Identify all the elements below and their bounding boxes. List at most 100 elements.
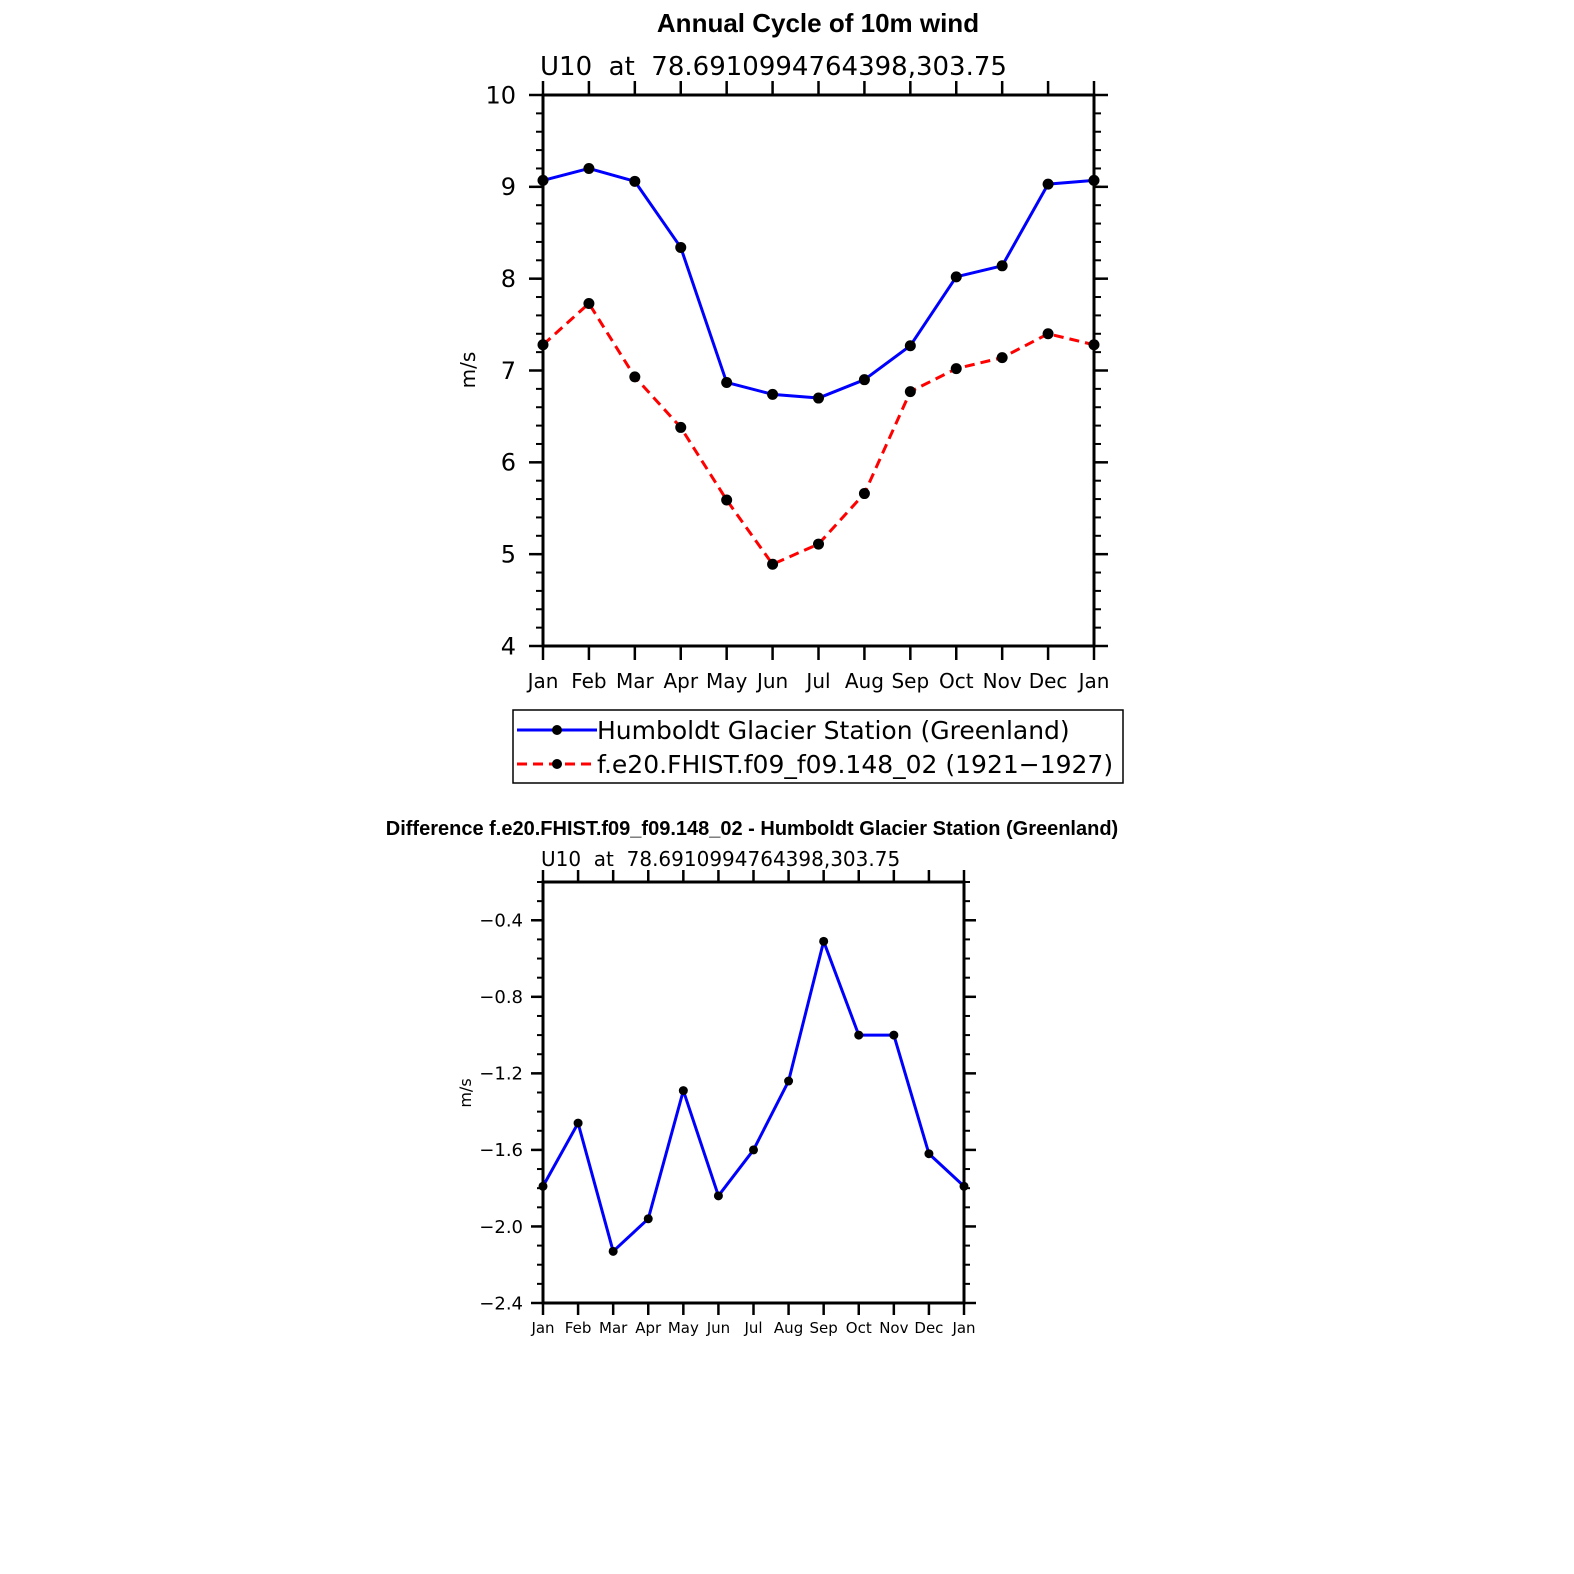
data-point xyxy=(813,538,824,550)
x-tick-label: Jul xyxy=(743,1319,762,1337)
difference-chart: Difference f.e20.FHIST.f09_f09.148_02 - … xyxy=(386,818,1118,1337)
y-tick-label: 10 xyxy=(485,81,516,109)
data-point xyxy=(854,1030,864,1040)
data-point xyxy=(950,271,962,283)
x-tick-label: Jun xyxy=(706,1319,730,1337)
legend-box xyxy=(512,709,1124,784)
x-tick-label: Oct xyxy=(939,669,974,693)
x-tick-label: Aug xyxy=(845,669,884,693)
x-tick-label: Oct xyxy=(846,1319,872,1337)
data-point xyxy=(678,1086,688,1096)
data-point xyxy=(996,260,1008,272)
y-tick-label: −2.0 xyxy=(479,1217,523,1238)
data-point xyxy=(721,494,733,506)
x-tick-label: Feb xyxy=(565,1319,592,1337)
chart1-plot-frame xyxy=(541,93,1096,648)
chart2-y-tick-labels: −0.4 −0.8 −1.2 −1.6 −2.0 −2.4 xyxy=(479,911,523,1315)
x-tick-label: Jul xyxy=(804,669,830,693)
series-line xyxy=(541,939,966,1253)
x-tick-label: Sep xyxy=(891,669,929,693)
y-tick-label: −0.4 xyxy=(479,911,523,932)
x-tick-label: May xyxy=(668,1319,699,1337)
data-point xyxy=(889,1030,899,1040)
chart2-series xyxy=(538,936,969,1256)
chart1-series xyxy=(537,162,1100,570)
y-tick-label: 5 xyxy=(501,541,516,569)
annual-cycle-chart: Annual Cycle of 10m wind U10 at 78.69109… xyxy=(456,8,1124,784)
y-tick-label: 8 xyxy=(501,265,516,293)
data-point xyxy=(858,488,870,500)
x-tick-label: Jun xyxy=(755,669,788,693)
chart2-title: Difference f.e20.FHIST.f09_f09.148_02 - … xyxy=(386,818,1118,840)
x-tick-label: Mar xyxy=(599,1319,628,1337)
data-point xyxy=(608,1246,618,1256)
data-point xyxy=(713,1191,723,1201)
x-tick-label: Jan xyxy=(951,1319,975,1337)
data-point xyxy=(749,1145,758,1155)
data-point xyxy=(675,241,687,253)
data-point xyxy=(904,340,916,352)
chart1-legend: Humboldt Glacier Station (Greenland) f.e… xyxy=(512,709,1124,784)
y-tick-label: 7 xyxy=(501,357,516,385)
y-tick-label: 9 xyxy=(501,173,516,201)
legend-entry-model: f.e20.FHIST.f09_f09.148_02 (1921−1927) xyxy=(517,750,1113,779)
series-line xyxy=(541,301,1095,566)
chart2-plot-frame xyxy=(541,880,966,1305)
y-tick-label: 4 xyxy=(501,632,516,660)
chart1-ticks xyxy=(529,81,1108,660)
data-point xyxy=(858,374,870,386)
data-point xyxy=(629,175,641,187)
x-tick-label: Dec xyxy=(1029,669,1068,693)
data-point xyxy=(904,386,916,398)
chart1-y-axis-label: m/s xyxy=(456,352,480,389)
data-point xyxy=(784,1076,794,1086)
data-point xyxy=(675,421,687,433)
data-point xyxy=(583,297,595,309)
data-point xyxy=(1042,178,1054,190)
legend-entry-observed: Humboldt Glacier Station (Greenland) xyxy=(517,716,1070,745)
legend-label-model: f.e20.FHIST.f09_f09.148_02 (1921−1927) xyxy=(597,750,1113,779)
data-point xyxy=(721,376,733,388)
data-point xyxy=(573,1118,583,1128)
legend-marker-observed xyxy=(552,725,562,735)
x-tick-label: Mar xyxy=(616,669,655,693)
x-tick-label: Jan xyxy=(1077,669,1110,693)
data-point xyxy=(767,388,779,400)
data-point xyxy=(643,1214,653,1224)
x-tick-label: Nov xyxy=(983,669,1022,693)
x-tick-label: Jan xyxy=(526,669,559,693)
chart2-subtitle: U10 at 78.6910994764398,303.75 xyxy=(541,847,900,871)
legend-marker-model xyxy=(552,759,562,769)
y-tick-label: −2.4 xyxy=(479,1293,523,1314)
x-tick-label: Sep xyxy=(810,1319,838,1337)
data-point xyxy=(819,936,829,946)
legend-label-observed: Humboldt Glacier Station (Greenland) xyxy=(597,716,1070,745)
y-tick-label: −1.6 xyxy=(479,1140,523,1161)
x-tick-label: Dec xyxy=(914,1319,943,1337)
data-point xyxy=(996,352,1008,364)
data-point xyxy=(950,363,962,375)
data-point xyxy=(924,1149,934,1159)
data-point xyxy=(813,392,824,404)
chart1-x-tick-labels: Jan Feb Mar Apr May Jun Jul Aug Sep Oct Nov Dec Jan xyxy=(526,669,1110,693)
x-tick-label: Apr xyxy=(635,1319,662,1337)
x-tick-label: Jan xyxy=(530,1319,554,1337)
x-tick-label: Nov xyxy=(879,1319,908,1337)
x-tick-label: Aug xyxy=(774,1319,803,1337)
y-tick-label: −1.2 xyxy=(479,1064,523,1085)
data-point xyxy=(1042,328,1054,340)
data-point xyxy=(583,162,595,174)
chart2-y-axis-label: m/s xyxy=(456,1078,475,1107)
y-tick-label: −0.8 xyxy=(479,987,523,1008)
chart2-ticks xyxy=(531,870,976,1315)
x-tick-label: May xyxy=(706,669,748,693)
y-tick-label: 6 xyxy=(501,449,516,477)
data-point xyxy=(629,371,641,383)
chart1-title: Annual Cycle of 10m wind xyxy=(657,8,979,38)
chart1-subtitle: U10 at 78.6910994764398,303.75 xyxy=(540,52,1007,82)
data-point xyxy=(767,558,779,570)
chart1-y-tick-labels: 4 5 6 7 8 9 10 xyxy=(485,81,516,660)
x-tick-label: Feb xyxy=(571,669,606,693)
chart2-x-tick-labels: Jan Feb Mar Apr May Jun Jul Aug Sep Oct Nov Dec Jan xyxy=(530,1319,975,1337)
